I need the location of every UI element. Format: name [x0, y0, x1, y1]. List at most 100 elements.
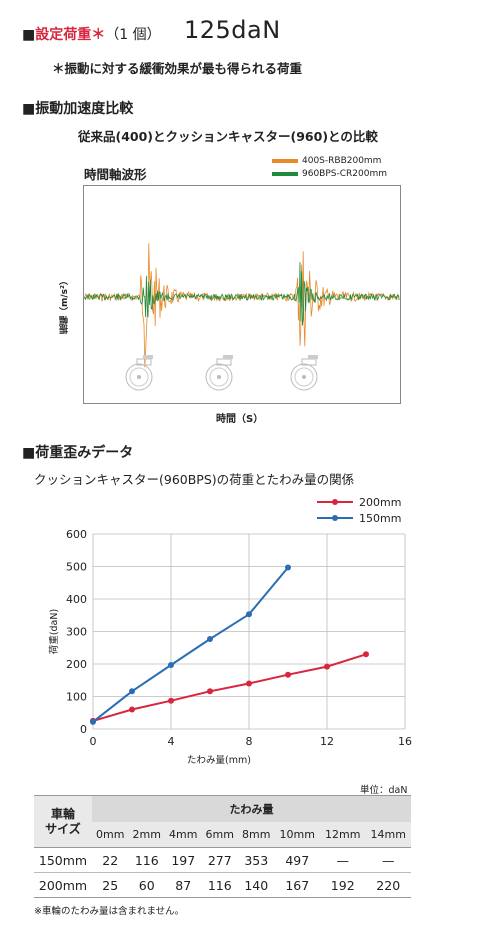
data-point-150mm — [129, 688, 135, 695]
legend-swatch-green — [272, 171, 298, 176]
setting-load-label: 設定荷重＊ — [35, 27, 106, 43]
table-cell: 140 — [244, 877, 269, 893]
column-header: 8mm — [242, 827, 271, 841]
x-tick-label: 8 — [246, 735, 253, 748]
table-row-200: 200mm 25 60 87 116 140 167 192 220 — [34, 873, 411, 898]
header-size: サイズ — [45, 821, 81, 836]
data-point-150mm — [90, 718, 96, 725]
table-cell: 25 — [102, 877, 119, 893]
table-cell: 197 — [171, 852, 196, 868]
table-cell: 192 — [330, 877, 355, 893]
column-header: 6mm — [205, 827, 234, 841]
column-header: 0mm — [96, 827, 125, 841]
load-section-title: ■荷重歪みデータ — [22, 445, 134, 461]
deflection-table: 車輪 サイズ たわみ量 0mm 2mm 4mm 6mm 8mm 10mm 12mm 14mm … — [34, 795, 411, 898]
data-point-150mm — [246, 611, 252, 618]
caster-icon-2 — [205, 355, 233, 391]
data-point-150mm — [207, 635, 213, 642]
load-chart-svg: 0 100 200 300 400 500 600 0 4 8 12 16 たわみ量(mm) 荷重(daN… — [48, 496, 412, 766]
caster-icon-3 — [290, 355, 318, 391]
y-tick-label: 500 — [66, 561, 87, 574]
data-point-200mm — [363, 651, 369, 658]
series-line-150mm — [92, 566, 289, 723]
x-tick-label: 4 — [168, 735, 175, 748]
y-tick-label: 400 — [66, 593, 87, 606]
data-point-150mm — [285, 564, 291, 571]
legend-label-960: 960BPS-CR200mm — [302, 168, 387, 179]
legend-swatch-orange — [272, 158, 298, 163]
waveform-legend: 400S-RBB200mm 960BPS-CR200mm — [272, 155, 387, 179]
load-setting-heading: ■設定荷重＊（1 個） — [22, 24, 161, 44]
data-point-200mm — [324, 663, 330, 670]
data-point-200mm — [207, 688, 213, 695]
x-tick-label: 0 — [90, 735, 97, 748]
row-label: 150mm — [38, 852, 88, 868]
data-point-150mm — [168, 661, 174, 668]
legend-label-400: 400S-RBB200mm — [302, 155, 382, 166]
waveform-line-960 — [83, 262, 400, 326]
data-point-200mm — [168, 697, 174, 704]
table-cell: 167 — [285, 877, 310, 893]
table-footnote: ※車輪のたわみ量は含まれません。 — [34, 906, 185, 917]
table-cell: 277 — [207, 852, 232, 868]
waveform-series-400 — [83, 243, 400, 368]
vibration-subtitle: 従来品(400)とクッションキャスター(960)との比較 — [78, 129, 378, 144]
data-point-200mm — [246, 680, 252, 687]
header-wheel: 車輪 — [50, 806, 75, 821]
table-header-size: 車輪 サイズ — [34, 795, 92, 848]
column-header: 4mm — [169, 827, 198, 841]
column-header: 10mm — [279, 827, 315, 841]
count-label: （1 個） — [105, 27, 161, 43]
y-tick-label: 100 — [66, 691, 87, 704]
legend-label-200mm: 200mm — [359, 496, 401, 509]
series-line-200mm — [92, 653, 367, 722]
data-point-200mm — [129, 706, 135, 713]
legend-item-400: 400S-RBB200mm — [272, 155, 387, 166]
column-header: 2mm — [132, 827, 161, 841]
x-axis-label: たわみ量(mm) — [187, 755, 251, 766]
legend-label-150mm: 150mm — [359, 512, 401, 525]
x-tick-label: 16 — [398, 735, 412, 748]
table-row-150: 150mm 22 116 197 277 353 497 — — — [34, 848, 411, 873]
waveform-series-960 — [83, 262, 400, 326]
table-cell: 220 — [376, 877, 401, 893]
y-tick-label: 300 — [66, 626, 87, 639]
legend-marker-200mm — [332, 499, 338, 505]
load-subtitle: クッションキャスター(960BPS)の荷重とたわみ量の関係 — [34, 472, 355, 487]
table-cell: 60 — [138, 877, 155, 893]
legend-marker-150mm — [332, 515, 338, 521]
column-header: 14mm — [370, 827, 406, 841]
setting-load-value: 125daN — [184, 16, 281, 44]
waveform-label: 時間軸波形 — [84, 167, 147, 182]
table-cell: — — [381, 852, 395, 868]
unit-note: 単位：daN — [360, 785, 408, 796]
vibration-section-title: ■振動加速度比較 — [22, 101, 134, 117]
header-deflection: たわみ量 — [92, 795, 411, 822]
y-tick-label: 0 — [80, 723, 87, 736]
heading-marker: ■ — [22, 27, 36, 43]
y-axis-label: 荷重(daN) — [48, 609, 60, 654]
table-cell: 116 — [134, 852, 159, 868]
y-tick-label: 200 — [66, 658, 87, 671]
legend-item-960: 960BPS-CR200mm — [272, 168, 387, 179]
waveform-svg — [83, 243, 400, 391]
waveform-plot — [83, 185, 401, 404]
table-cell: 116 — [207, 877, 232, 893]
table-cell: 497 — [285, 852, 310, 868]
table-cell: — — [336, 852, 349, 868]
caster-icon-1 — [125, 355, 153, 391]
column-header: 12mm — [325, 827, 361, 841]
data-point-200mm — [285, 671, 291, 678]
x-tick-label: 12 — [320, 735, 334, 748]
y-tick-label: 600 — [66, 528, 87, 541]
table-cell: 353 — [244, 852, 269, 868]
table-cell: 87 — [175, 877, 192, 893]
table-column-row: 0mm 2mm 4mm 6mm 8mm 10mm 12mm 14mm — [34, 821, 411, 848]
row-label: 200mm — [38, 877, 88, 893]
waveform-line-400 — [83, 243, 400, 368]
load-chart: 0 100 200 300 400 500 600 0 4 8 12 16 たわみ量(mm) 荷重(daN… — [0, 488, 500, 768]
setting-load-note: ＊振動に対する緩衝効果が最も得られる荷重 — [52, 61, 303, 76]
table-cell: 22 — [102, 852, 119, 868]
waveform-x-label: 時間（S） — [216, 414, 264, 425]
waveform-y-label: 振幅（m/s²） — [60, 276, 70, 334]
